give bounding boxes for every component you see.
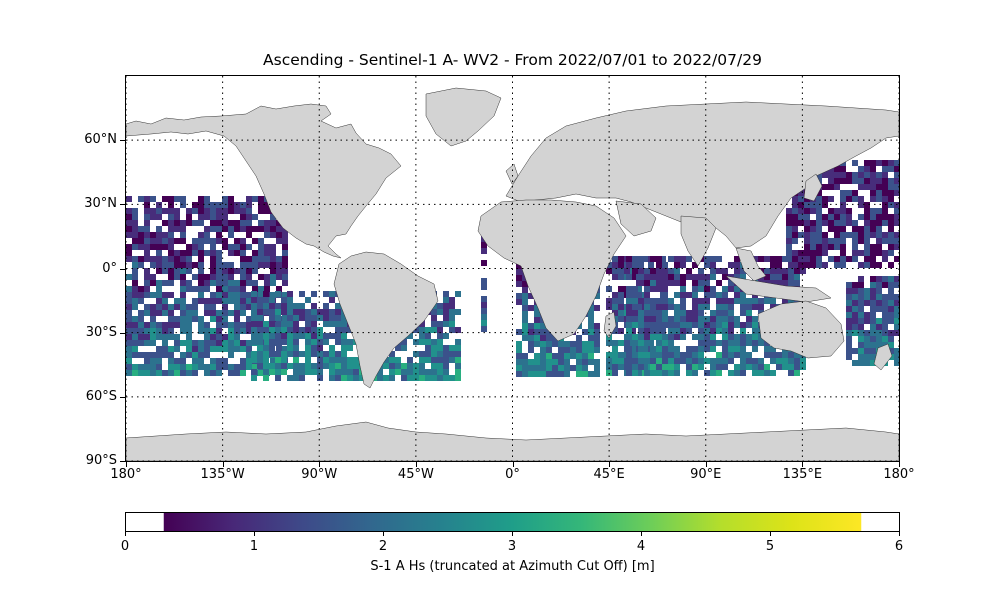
colorbar-tick-label: 3 xyxy=(507,539,517,554)
lat-tick xyxy=(120,268,125,270)
land-japan xyxy=(803,173,823,202)
colorbar-tick-label: 0 xyxy=(120,539,130,554)
lon-tick xyxy=(802,462,804,467)
lon-tick xyxy=(319,462,321,467)
land-indonesia xyxy=(725,275,832,303)
land-australia xyxy=(757,300,845,359)
land-se-asia xyxy=(735,247,767,282)
colorbar-tick xyxy=(512,531,513,536)
lat-tick xyxy=(120,396,125,398)
colorbar-tick xyxy=(899,531,900,536)
lon-tick-label: 0° xyxy=(505,467,520,482)
land-arabia xyxy=(615,200,657,237)
lon-tick-label: 45°W xyxy=(397,467,434,482)
colorbar-tick xyxy=(125,531,126,536)
lon-tick xyxy=(899,462,900,467)
lon-tick xyxy=(512,462,514,467)
lon-tick-label: 45°E xyxy=(593,467,625,482)
colorbar-tick xyxy=(254,531,255,536)
map-title: Ascending - Sentinel-1 A- WV2 - From 202… xyxy=(263,51,762,69)
land-new-zealand xyxy=(873,343,893,371)
colorbar-tick xyxy=(383,531,384,536)
lon-tick-label: 180° xyxy=(883,467,915,482)
lon-tick xyxy=(609,462,611,467)
lat-tick xyxy=(120,204,125,206)
lat-tick-label: 60°N xyxy=(84,132,117,148)
lon-tick xyxy=(222,462,224,467)
land-uk xyxy=(505,163,519,185)
lon-tick-label: 90°W xyxy=(301,467,338,482)
lat-tick-label: 30°S xyxy=(85,324,117,340)
land-madagascar xyxy=(603,311,617,339)
lon-tick-label: 180° xyxy=(110,467,142,482)
lon-tick-label: 135°E xyxy=(782,467,823,482)
lat-tick-label: 60°S xyxy=(85,388,117,404)
lon-tick xyxy=(415,462,417,467)
lat-tick xyxy=(120,332,125,334)
colorbar-tick-label: 6 xyxy=(894,539,904,554)
colorbar xyxy=(125,512,900,532)
colorbar-tick xyxy=(641,531,642,536)
map-panel[interactable] xyxy=(125,75,900,462)
lon-tick xyxy=(705,462,707,467)
lon-tick-label: 135°W xyxy=(200,467,245,482)
lat-tick-label: 0° xyxy=(102,260,117,276)
land-antarctica xyxy=(126,421,899,461)
land-india xyxy=(680,215,717,267)
colorbar-tick-label: 2 xyxy=(378,539,388,554)
land-greenland xyxy=(425,87,502,147)
lon-tick-label: 90°E xyxy=(690,467,722,482)
lat-tick-label: 90°S xyxy=(85,453,117,468)
land-masses xyxy=(126,87,899,461)
land-north-america xyxy=(126,103,402,259)
lat-tick-label: 30°N xyxy=(84,196,117,212)
lat-tick xyxy=(120,140,125,142)
land-africa xyxy=(477,199,627,342)
land-south-america xyxy=(333,251,439,389)
colorbar-tick-label: 4 xyxy=(636,539,646,554)
graticule xyxy=(126,76,899,461)
world-map xyxy=(126,76,899,461)
colorbar-tick xyxy=(770,531,771,536)
lat-tick xyxy=(120,461,125,462)
colorbar-label: S-1 A Hs (truncated at Azimuth Cut Off) … xyxy=(370,559,655,574)
colorbar-tick-label: 5 xyxy=(765,539,775,554)
lon-tick xyxy=(126,462,127,467)
colorbar-tick-label: 1 xyxy=(249,539,259,554)
